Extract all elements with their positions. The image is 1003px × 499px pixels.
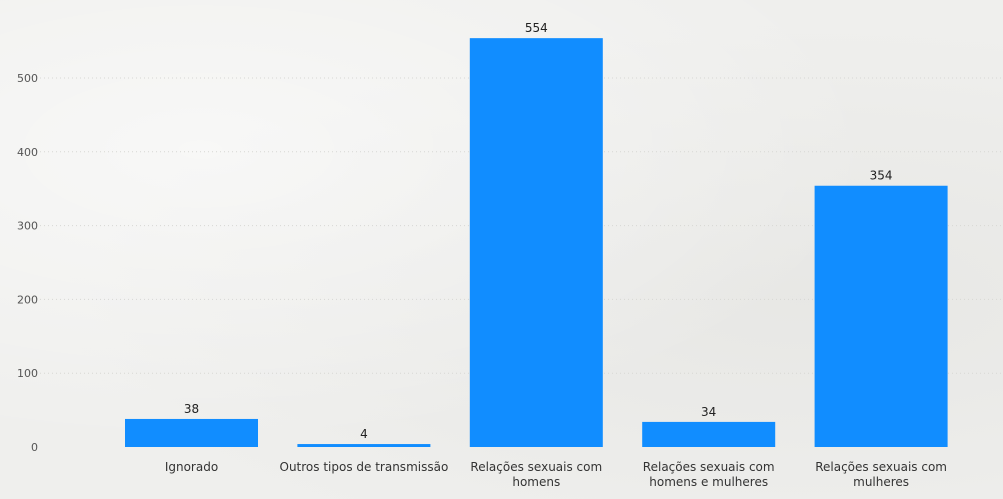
data-label: 38	[184, 402, 199, 416]
x-category-label-line: Relações sexuais com	[815, 460, 947, 474]
y-tick-label: 300	[17, 220, 38, 233]
x-category-label-line: Relações sexuais com	[643, 460, 775, 474]
bar	[815, 186, 948, 447]
bar	[297, 444, 430, 447]
y-tick-label: 100	[17, 367, 38, 380]
x-category-label-line: Ignorado	[165, 460, 218, 474]
x-category-label: Relações sexuais com mulheres	[815, 460, 947, 489]
x-category-label: Ignorado	[165, 460, 218, 474]
data-label: 354	[870, 169, 893, 183]
x-category-label: Outros tipos de transmissão	[280, 460, 449, 474]
x-category-label-line: Relações sexuais com	[470, 460, 602, 474]
y-axis: 0 100 200 300 400 500	[17, 72, 38, 454]
bar	[642, 422, 775, 447]
y-tick-label: 0	[31, 441, 38, 454]
data-label: 554	[525, 21, 548, 35]
bar	[125, 419, 258, 447]
x-category-label-line: Outros tipos de transmissão	[280, 460, 449, 474]
x-axis: Ignorado Outros tipos de transmissão Relaç…	[165, 460, 947, 489]
y-tick-label: 400	[17, 146, 38, 159]
data-label: 34	[701, 405, 716, 419]
y-tick-label: 500	[17, 72, 38, 85]
x-category-label-line: homens	[512, 475, 560, 489]
x-category-label-line: homens e mulheres	[649, 475, 768, 489]
x-category-label-line: mulheres	[853, 475, 909, 489]
x-category-label: Relações sexuais com homens e mulheres	[643, 460, 775, 489]
bars	[125, 38, 948, 447]
x-category-label: Relações sexuais com homens	[470, 460, 602, 489]
data-label: 4	[360, 427, 368, 441]
y-tick-label: 200	[17, 293, 38, 306]
bar	[470, 38, 603, 447]
